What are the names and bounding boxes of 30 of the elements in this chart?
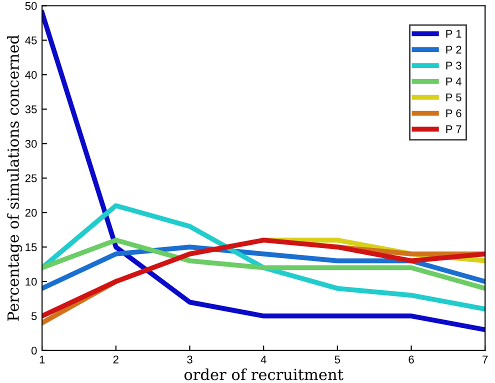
x-tick-label: 2 (113, 356, 118, 364)
legend-label: P 2 (446, 46, 462, 54)
y-tick-label: 50 (25, 2, 37, 10)
line-series (42, 203, 486, 312)
x-tick-label: 7 (482, 356, 488, 364)
x-tick-label: 3 (187, 356, 192, 364)
y-tick-label: 45 (25, 36, 37, 44)
y-tick-label: 25 (25, 174, 37, 182)
y-tick-label: 20 (25, 208, 37, 217)
legend-label: P 7 (446, 125, 462, 134)
y-tick-label: 40 (25, 70, 37, 79)
y-tick-label: 5 (31, 312, 37, 320)
x-tick-label: 6 (408, 356, 414, 364)
x-axis-title: order of recruitment (184, 368, 344, 380)
legend-label: P 6 (446, 109, 462, 118)
x-tick-label: 1 (40, 356, 45, 364)
y-tick-label: 35 (25, 105, 37, 114)
line-series (42, 238, 486, 318)
x-tick-label: 5 (334, 356, 340, 364)
y-tick-label: 10 (26, 278, 37, 286)
legend-label: P 1 (446, 30, 462, 38)
y-tick-label: 30 (25, 140, 37, 148)
y-tick-label: 0 (31, 346, 37, 355)
x-tick-label: 4 (260, 356, 266, 364)
legend-label: P 4 (446, 78, 462, 86)
line-series (42, 10, 486, 332)
y-axis-title: Percentage of simulations concerned (7, 35, 22, 321)
legend-label: P 3 (446, 62, 462, 70)
y-tick-label: 15 (26, 243, 37, 252)
legend-label: P 5 (446, 94, 462, 102)
